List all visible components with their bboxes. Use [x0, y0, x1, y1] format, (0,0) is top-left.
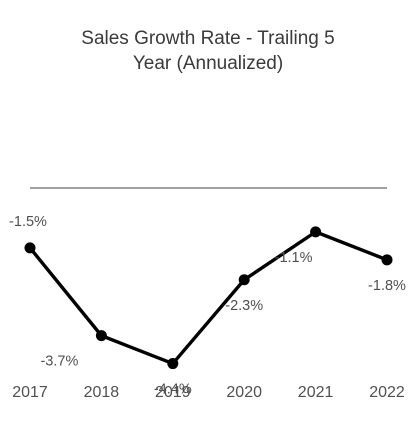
data-point-2020 — [238, 274, 250, 286]
data-label-2019: -4.4% — [154, 382, 192, 398]
data-point-2019 — [167, 358, 179, 370]
data-label-2021: -1.1% — [275, 250, 313, 266]
chart-title-line-2: Year (Annualized) — [132, 53, 284, 74]
x-tick-label-2020: 2020 — [226, 384, 262, 401]
x-tick-label-2022: 2022 — [369, 384, 405, 401]
data-label-2022: -1.8% — [368, 278, 406, 294]
chart-title-line-1: Sales Growth Rate - Trailing 5 — [81, 28, 335, 49]
x-tick-label-2019: 2019 — [155, 384, 191, 401]
data-label-2018: -3.7% — [40, 354, 78, 370]
data-label-2020: -2.3% — [225, 298, 263, 314]
data-point-2018 — [95, 330, 107, 342]
x-tick-label-2017: 2017 — [12, 384, 48, 401]
data-point-2021 — [310, 226, 322, 238]
x-tick-label-2021: 2021 — [298, 384, 334, 401]
x-tick-label-2018: 2018 — [84, 384, 120, 401]
data-point-2022 — [381, 254, 393, 266]
data-label-2017: -1.5% — [9, 214, 47, 230]
series-line — [28, 230, 389, 366]
chart-title: Sales Growth Rate - Trailing 5 Year (Ann… — [0, 26, 416, 76]
data-point-2017 — [24, 242, 36, 254]
